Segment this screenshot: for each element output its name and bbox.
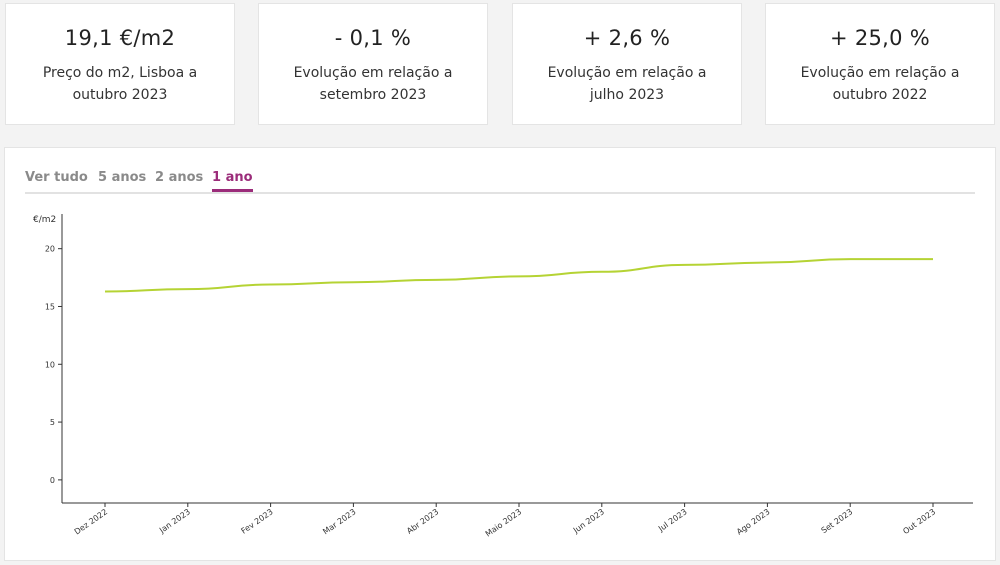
y-tick-label: 10 <box>45 360 55 369</box>
period-tabs: Ver tudo 5 anos 2 anos 1 ano <box>25 168 975 194</box>
stat-card-quarterly-change: + 2,6 % Evolução em relação a julho 2023 <box>512 3 742 125</box>
x-tick-label: Ago 2023 <box>735 507 772 536</box>
data-point <box>186 287 190 291</box>
stat-label: Preço do m2, Lisboa a outubro 2023 <box>42 65 198 103</box>
y-tick-label: 5 <box>50 418 55 427</box>
x-tick-label: Jun 2023 <box>571 507 606 535</box>
data-point <box>269 283 273 287</box>
series-line <box>104 258 933 293</box>
x-tick-label: Maio 2023 <box>484 507 523 538</box>
x-tick-label: Dez 2022 <box>73 507 109 536</box>
stats-row: 19,1 €/m2 Preço do m2, Lisboa a outubro … <box>0 0 1000 130</box>
tab-5-anos[interactable]: 5 anos <box>98 170 147 185</box>
tab-1-ano[interactable]: 1 ano <box>212 170 253 192</box>
y-axis-title: €/m2 <box>33 215 56 225</box>
x-tick-label: Out 2023 <box>901 507 937 536</box>
tab-ver-tudo[interactable]: Ver tudo <box>25 170 88 185</box>
x-tick-label: Mar 2023 <box>321 507 357 536</box>
x-tick-label: Fev 2023 <box>239 507 274 535</box>
data-point <box>434 278 438 282</box>
stat-label: Evolução em relação a setembro 2023 <box>293 65 453 103</box>
data-point <box>351 280 355 284</box>
x-tick-label: Set 2023 <box>820 507 855 535</box>
stat-value: - 0,1 % <box>334 26 412 50</box>
data-point <box>765 261 769 265</box>
stat-label: Evolução em relação a julho 2023 <box>547 65 707 103</box>
data-point <box>848 257 852 261</box>
stat-value: 19,1 €/m2 <box>64 26 176 50</box>
stat-value: + 25,0 % <box>829 26 931 50</box>
stat-value: + 2,6 % <box>583 26 671 50</box>
data-point <box>517 274 521 278</box>
x-tick-label: Abr 2023 <box>405 507 440 535</box>
x-tick-label: Jul 2023 <box>656 507 689 534</box>
stat-card-price: 19,1 €/m2 Preço do m2, Lisboa a outubro … <box>5 3 235 125</box>
stat-card-monthly-change: - 0,1 % Evolução em relação a setembro 2… <box>258 3 488 125</box>
y-tick-label: 15 <box>45 302 55 311</box>
stat-label: Evolução em relação a outubro 2022 <box>800 65 960 103</box>
stat-card-yearly-change: + 25,0 % Evolução em relação a outubro 2… <box>765 3 995 125</box>
price-line-chart: €/m2 0 5 10 15 20 Dez 2022 Jan 2023 Fev 2023 Mar … <box>33 214 973 539</box>
data-point <box>103 289 107 293</box>
tab-2-anos[interactable]: 2 anos <box>155 170 204 185</box>
data-point <box>683 263 687 267</box>
chart-card: Ver tudo 5 anos 2 anos 1 ano €/m2 0 5 10 15 2… <box>4 147 996 561</box>
x-tick-label: Jan 2023 <box>157 507 192 535</box>
data-point <box>931 257 935 261</box>
y-tick-label: 0 <box>50 476 55 485</box>
y-tick-label: 20 <box>45 245 55 254</box>
data-point <box>600 270 604 274</box>
